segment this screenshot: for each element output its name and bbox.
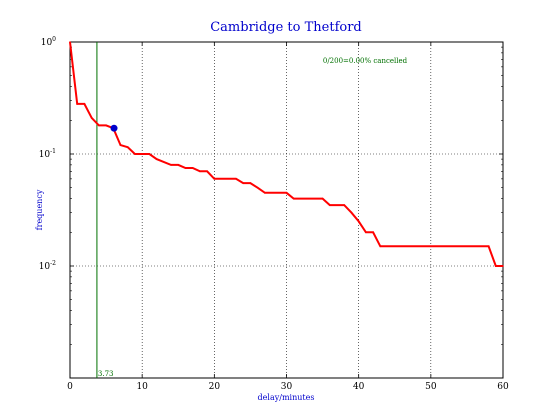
highlight-marker bbox=[110, 124, 118, 132]
series-point bbox=[343, 204, 346, 206]
grid-lines bbox=[70, 42, 503, 378]
x-tick-label: 20 bbox=[209, 382, 221, 392]
series-point bbox=[69, 41, 71, 43]
x-tick-label: 50 bbox=[425, 382, 437, 392]
series-point bbox=[256, 186, 259, 189]
series-point bbox=[177, 164, 180, 166]
series-point bbox=[494, 265, 497, 267]
series-point bbox=[90, 117, 93, 119]
series-point bbox=[242, 182, 244, 184]
x-tick-label: 10 bbox=[136, 382, 148, 392]
series-point bbox=[502, 265, 504, 267]
series-point bbox=[249, 182, 252, 184]
series-point bbox=[365, 231, 367, 234]
x-tick-labels: 0 10 20 30 40 50 60 bbox=[67, 382, 509, 392]
series-point bbox=[76, 103, 79, 105]
y-tick-label: 100 bbox=[41, 36, 56, 48]
series-point bbox=[264, 192, 266, 194]
series-point bbox=[155, 158, 158, 160]
series-point bbox=[126, 146, 129, 149]
y-tick-labels: 100 10-1 10-2 bbox=[39, 36, 56, 272]
y-axis-label: frequency bbox=[35, 189, 44, 230]
series-point bbox=[329, 204, 331, 206]
x-tick-label: 30 bbox=[281, 382, 293, 392]
series-point bbox=[134, 153, 136, 155]
series-point bbox=[285, 192, 288, 194]
series-point bbox=[119, 144, 122, 146]
series-point bbox=[148, 153, 151, 155]
axis-ticks bbox=[69, 41, 504, 378]
series-point bbox=[199, 170, 201, 173]
series-point bbox=[191, 167, 194, 169]
series-point bbox=[487, 245, 490, 248]
series-point bbox=[213, 178, 216, 180]
series-points bbox=[69, 41, 504, 267]
series-point bbox=[372, 231, 374, 234]
y-tick-label: 10-1 bbox=[39, 148, 56, 160]
series-point bbox=[184, 167, 187, 169]
series-point bbox=[105, 124, 107, 127]
y-tick-label: 10-2 bbox=[39, 260, 56, 272]
series-point bbox=[170, 164, 172, 166]
series-point bbox=[292, 197, 295, 200]
series-point bbox=[206, 170, 208, 173]
x-tick-label: 40 bbox=[353, 382, 365, 392]
x-axis-label: delay/minutes bbox=[258, 393, 315, 402]
series-point bbox=[357, 220, 360, 223]
x-tick-label: 60 bbox=[497, 382, 509, 392]
series-point bbox=[379, 245, 382, 248]
series-point bbox=[321, 197, 324, 200]
series-point bbox=[98, 124, 100, 127]
series-point bbox=[83, 103, 86, 105]
series-point bbox=[235, 178, 237, 180]
series-point bbox=[350, 211, 353, 214]
chart-title: Cambridge to Thetford bbox=[210, 20, 362, 35]
threshold-label: 3.73 bbox=[98, 370, 114, 378]
cancelled-annotation: 0/200=0.00% cancelled bbox=[323, 57, 408, 65]
x-tick-label: 0 bbox=[67, 382, 73, 392]
